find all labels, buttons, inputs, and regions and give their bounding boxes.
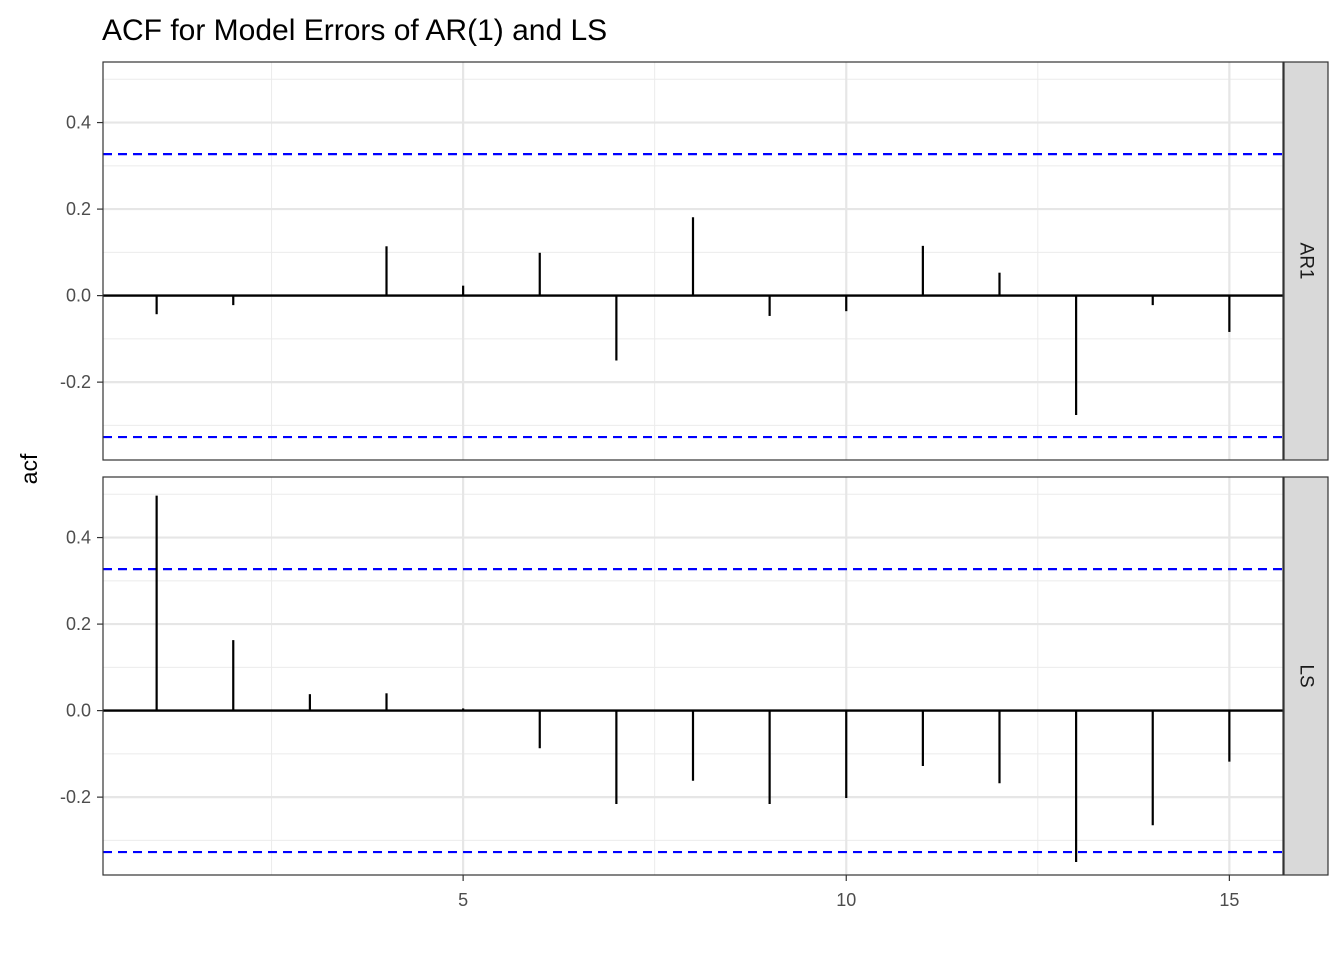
facet-strip xyxy=(1283,476,1329,876)
y-tick-label: 0.2 xyxy=(66,199,91,219)
y-tick-label: 0.0 xyxy=(66,286,91,306)
x-tick-label: 15 xyxy=(1219,890,1239,910)
y-tick-label: 0.2 xyxy=(66,614,91,634)
facet-strip-label: AR1 xyxy=(1296,243,1317,280)
y-tick-label: 0.0 xyxy=(66,701,91,721)
panel-background xyxy=(103,477,1283,875)
panel-border xyxy=(102,476,1284,876)
facet-panel-ls: -0.2 0.0 0.2 0.4 LS 5 10 15 xyxy=(60,476,1329,910)
facet-strip-label: LS xyxy=(1296,664,1317,687)
chart-title: ACF for Model Errors of AR(1) and LS xyxy=(102,14,607,47)
y-axis-title: acf xyxy=(16,453,42,484)
y-tick-label: 0.4 xyxy=(66,113,91,133)
facet-panel-ar1: -0.2 0.0 0.2 0.4 AR1 xyxy=(60,61,1329,461)
y-tick-label: -0.2 xyxy=(60,372,91,392)
y-tick-label: -0.2 xyxy=(60,787,91,807)
x-tick-label: 5 xyxy=(458,890,468,910)
x-tick-label: 10 xyxy=(836,890,856,910)
y-tick-label: 0.4 xyxy=(66,528,91,548)
panel-border xyxy=(102,61,1284,461)
plot-layer: -0.2 0.0 0.2 0.4 AR1 -0.2 0.0 0.2 0.4 LS 5 10 15 xyxy=(60,61,1329,910)
facet-strip xyxy=(1283,61,1329,461)
